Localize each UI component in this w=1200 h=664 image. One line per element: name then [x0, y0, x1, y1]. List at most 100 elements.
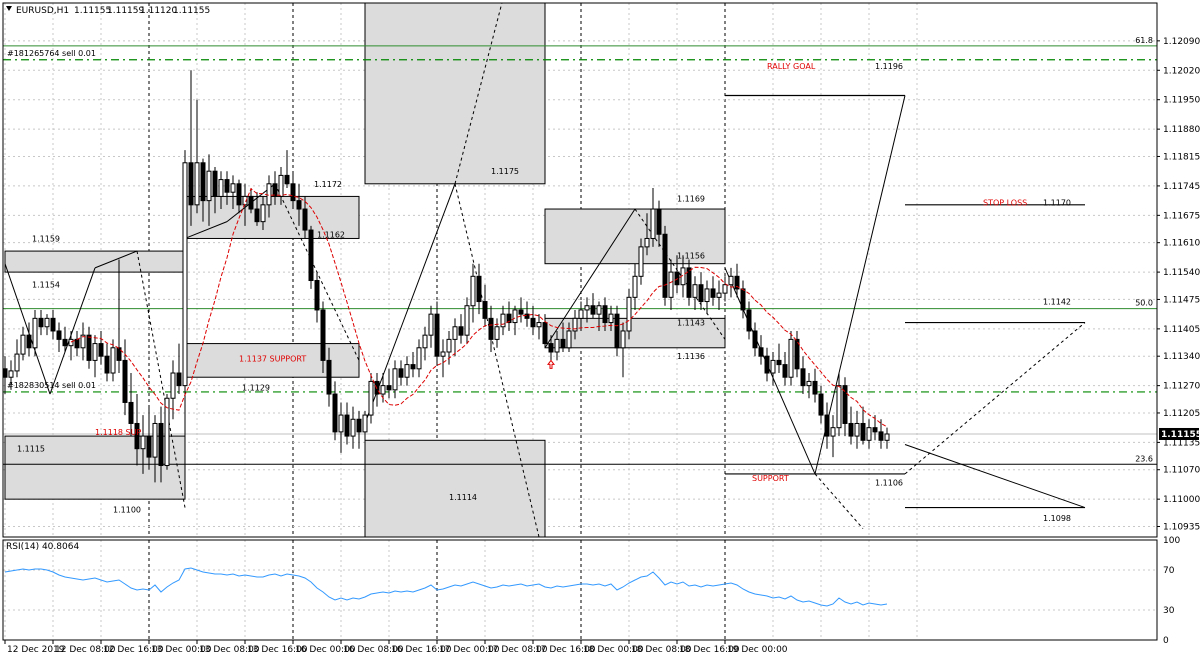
ohlc-open: 1.11155 [74, 6, 111, 16]
candle-bear [878, 431, 884, 441]
moving-average-line [70, 187, 888, 428]
annotation-label-red: 1.1137 SUPPORT [239, 354, 306, 363]
trend-line [454, 183, 540, 537]
candle-bear [764, 355, 770, 374]
candle-bear [86, 334, 92, 361]
trend-line [49, 267, 96, 395]
candle-bull [368, 380, 374, 416]
time-tick-label: 12 Dec 16:00 [103, 645, 164, 655]
annotation-label: 1.1159 [32, 234, 60, 243]
candle-bull [266, 183, 272, 206]
candle-bull [278, 174, 284, 197]
candle-bear [200, 162, 206, 202]
candle-bear [50, 317, 56, 332]
time-tick-label: 12 Dec 2019 [7, 645, 65, 655]
candle-bull [866, 427, 872, 441]
candle-bull [650, 208, 656, 239]
annotation-label: 1.1156 [677, 251, 705, 260]
candle-bear [398, 368, 404, 378]
ohlc-close: 1.11155 [173, 6, 210, 16]
candle-bear [314, 280, 320, 311]
candle-bull [692, 284, 698, 298]
candle-bear [812, 380, 818, 395]
candle-bear [3, 368, 8, 378]
candle-bear [176, 372, 182, 387]
candle-bull [428, 313, 434, 336]
candle-bear [482, 301, 488, 319]
candle-bear [248, 195, 254, 210]
current-price-badge [1159, 427, 1199, 440]
candle-bear [740, 288, 746, 311]
candle-bear [332, 393, 338, 433]
candle-bear [488, 317, 494, 340]
candle-bull [8, 370, 14, 378]
candle-bear [860, 422, 866, 441]
symbol-title: EURUSD,H1 [16, 6, 69, 16]
rsi-tick-label: 30 [1163, 606, 1175, 616]
candle-bull [218, 179, 224, 197]
candle-bull [350, 418, 356, 437]
time-tick-label: 18 Dec 00:00 [583, 645, 644, 655]
candle-bull [392, 368, 398, 391]
candle-bear [26, 334, 32, 349]
rsi-indicator: 100 70 30 0 [3, 536, 1180, 646]
triangle-down-icon[interactable] [6, 6, 12, 11]
rsi-label: RSI(14) 40.8064 [6, 542, 79, 552]
candle-bear [302, 208, 308, 231]
candle-bull [260, 204, 266, 223]
annotation-label: 1.1098 [1043, 514, 1071, 523]
time-tick-label: 13 Dec 16:00 [247, 645, 308, 655]
fibonacci-label: 61.8 [1135, 36, 1153, 45]
candle-bull [644, 237, 650, 248]
candle-bear [818, 393, 824, 416]
trend-line [814, 473, 864, 529]
order-label: #181265764 sell 0.01 [7, 49, 96, 58]
candle-bear [188, 162, 194, 206]
candle-bull [566, 330, 572, 349]
price-tick-label: 1.12090 [1163, 37, 1200, 47]
annotation-label: 1.1154 [32, 281, 60, 290]
annotation-label-red: STOP LOSS [983, 199, 1027, 208]
candle-bull [728, 275, 734, 286]
candle-bear [590, 305, 596, 315]
price-tick-label: 1.11675 [1163, 211, 1200, 221]
annotation-label: 1.1100 [113, 506, 141, 515]
trend-line [814, 95, 906, 475]
price-tick-label: 1.11070 [1163, 466, 1200, 476]
candle-bull [806, 380, 812, 387]
annotation-label: 1.1136 [677, 352, 705, 361]
annotation-label: 1.1142 [1043, 298, 1071, 307]
ohlc-high: 1.11159 [107, 6, 144, 16]
price-tick-label: 1.11205 [1163, 409, 1200, 419]
price-tick-label: 1.11340 [1163, 352, 1200, 362]
annotation-label: 1.1172 [314, 180, 342, 189]
candle-bull [422, 334, 428, 349]
chart-header: EURUSD,H1 1.11155 1.11159 1.11120 1.1115… [6, 6, 210, 16]
annotation-label-red: SUPPORT [752, 474, 789, 483]
rsi-tick-label: 0 [1163, 636, 1169, 646]
candle-bull [182, 162, 188, 387]
candle-bear [800, 368, 806, 387]
time-tick-label: 12 Dec 08:00 [55, 645, 116, 655]
candle-bear [236, 183, 242, 206]
candle-bull [620, 330, 626, 349]
candle-bull [536, 322, 542, 328]
candle-bear [344, 414, 350, 437]
candle-bear [662, 233, 668, 298]
candle-bear [776, 359, 782, 366]
candle-bear [74, 338, 80, 349]
candle-bull [788, 338, 794, 378]
candle-bull [470, 275, 476, 307]
candle-bear [848, 422, 854, 437]
candle-bull [884, 433, 890, 441]
candle-bear [116, 347, 122, 361]
candle-bear [602, 305, 608, 324]
rsi-tick-label: 70 [1163, 566, 1175, 576]
candle-bear [548, 343, 554, 353]
candle-bull [380, 385, 386, 395]
candle-bear [296, 200, 302, 210]
candle-bear [476, 275, 482, 303]
candle-bear [782, 364, 788, 378]
